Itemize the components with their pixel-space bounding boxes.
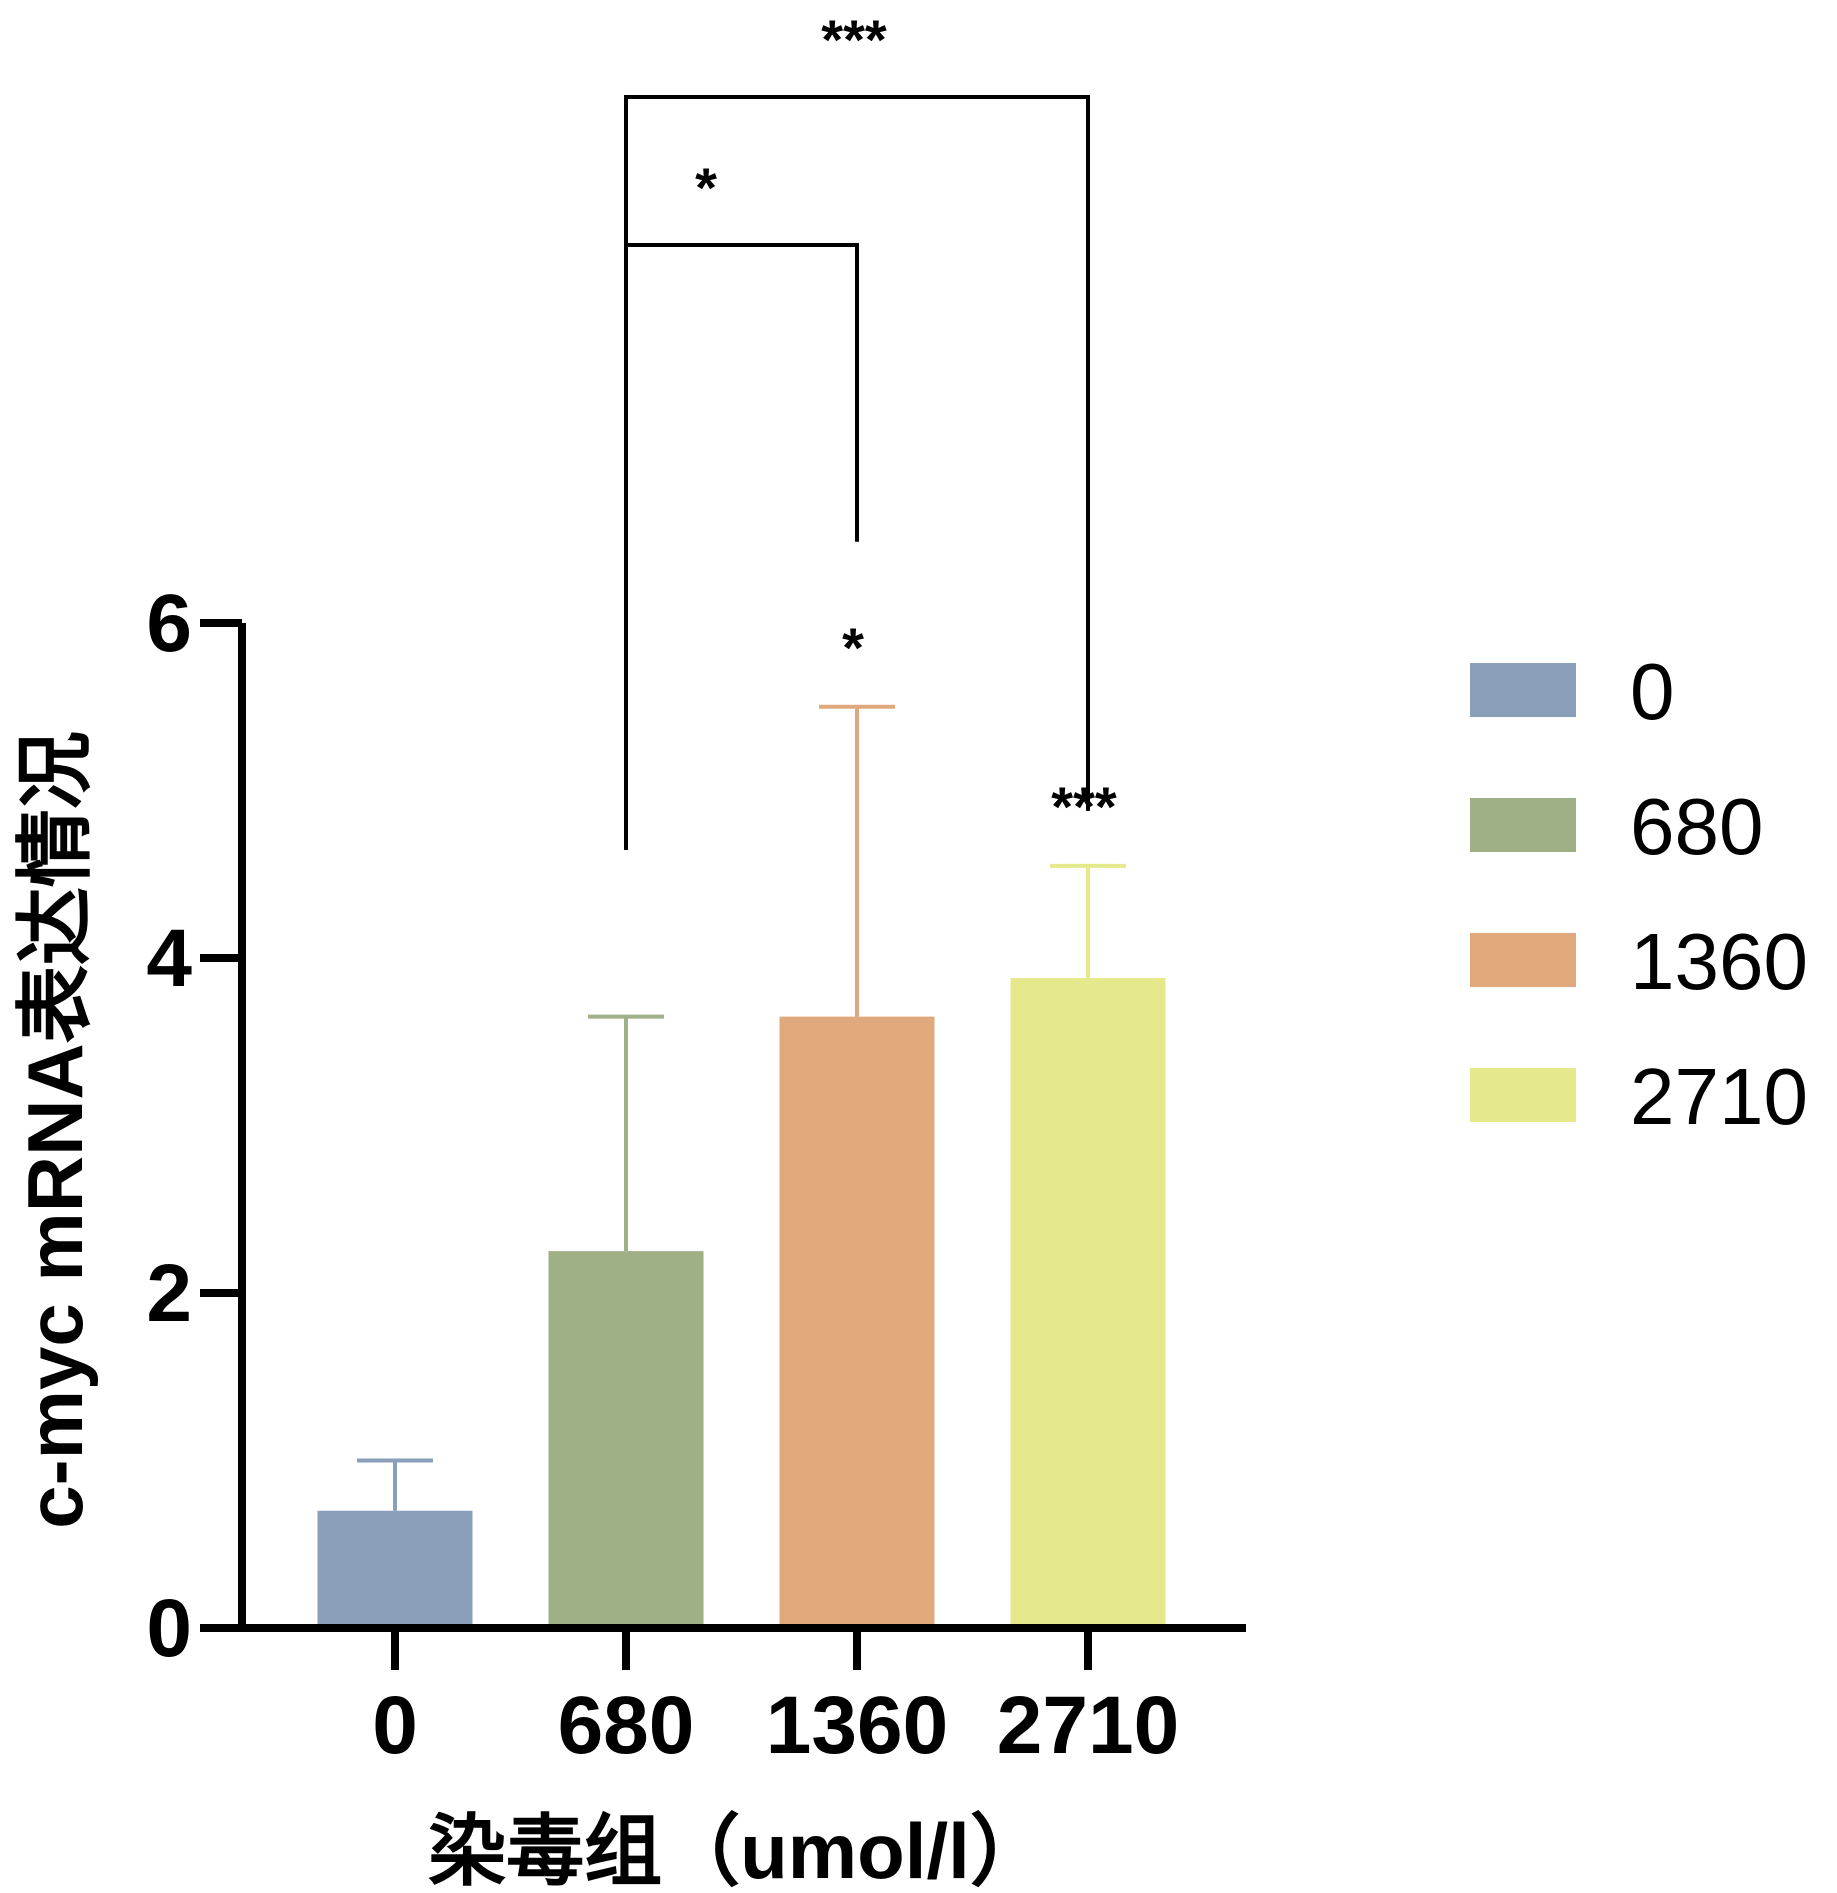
legend-label-0: 0	[1630, 647, 1675, 736]
legend: 0 680 1360 2710	[1470, 647, 1808, 1141]
significance-bracket-680-2710	[624, 95, 1090, 850]
legend-swatch-680	[1470, 798, 1576, 852]
y-tick-label-0: 0	[146, 1583, 192, 1674]
significance-brackets-layer: ****	[624, 8, 1090, 850]
x-tick-label-680: 680	[558, 1680, 695, 1771]
legend-label-2710: 2710	[1630, 1052, 1808, 1141]
x-axis-title: 染毒组（umol/l）	[428, 1807, 1048, 1893]
bar-1360	[779, 1016, 935, 1628]
bracket-label-680-2710: ***	[821, 8, 887, 71]
error-bars-layer	[357, 704, 1126, 1511]
bar-0	[317, 1510, 473, 1628]
y-tick-label-4: 4	[146, 913, 192, 1004]
bars-layer	[317, 978, 1166, 1628]
x-tick-label-2710: 2710	[997, 1680, 1179, 1771]
legend-swatch-2710	[1470, 1068, 1576, 1122]
bar-2710	[1010, 978, 1166, 1628]
bar-significance-1360: *	[842, 616, 864, 679]
x-tick-label-0: 0	[372, 1680, 418, 1771]
legend-label-1360: 1360	[1630, 917, 1808, 1006]
axes-layer	[238, 623, 1246, 1632]
y-tick-label-6: 6	[146, 578, 192, 669]
y-tick-label-2: 2	[146, 1248, 192, 1339]
bar-significance-layer: ****	[842, 616, 1117, 838]
legend-swatch-0	[1470, 663, 1576, 717]
x-ticks-layer: 0 680 1360 2710	[372, 1628, 1179, 1771]
legend-label-680: 680	[1630, 782, 1763, 871]
significance-bracket-680-1360	[624, 243, 859, 850]
x-tick-label-1360: 1360	[766, 1680, 948, 1771]
bar-significance-2710: ***	[1051, 775, 1117, 838]
legend-swatch-1360	[1470, 933, 1576, 987]
y-ticks-layer: 0 2 4 6	[146, 578, 242, 1674]
y-axis-title: c-myc mRNA表达情况	[11, 731, 99, 1528]
bar-680	[548, 1251, 704, 1628]
bracket-label-680-1360: *	[695, 156, 717, 219]
